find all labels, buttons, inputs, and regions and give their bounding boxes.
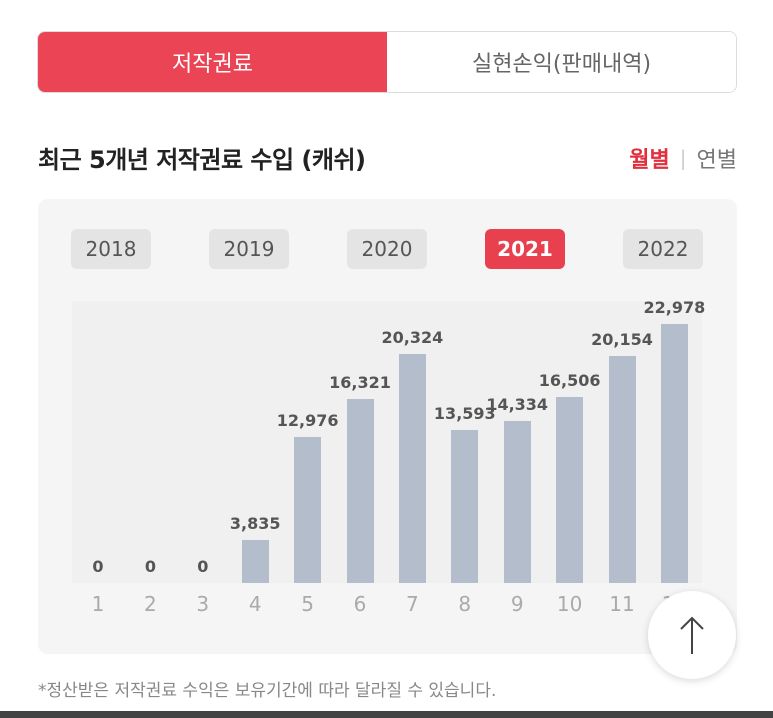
- bar-month-7: [398, 353, 426, 583]
- x-tick-label: 7: [406, 592, 419, 616]
- bar-value-label: 16,321: [329, 372, 391, 392]
- bar-value-label: 0: [92, 557, 104, 576]
- year-button-2018[interactable]: 2018: [71, 229, 151, 269]
- bar-chart-plot: 0 0 0 3,835 12,976 16,321 20,324 13,593 14,334 16…: [72, 298, 705, 583]
- scroll-to-top-button[interactable]: [648, 591, 736, 679]
- toggle-separator: |: [679, 146, 687, 170]
- bar-month-6: [346, 398, 374, 583]
- x-tick-label: 1: [91, 592, 105, 616]
- x-tick-label: 4: [248, 592, 262, 616]
- tab-realized-pnl[interactable]: 실현손익(판매내역): [387, 32, 736, 92]
- bar-value-label: 20,154: [591, 329, 653, 349]
- bar-month-12: [660, 323, 688, 583]
- bar-month-11: [608, 355, 636, 583]
- year-button-2020[interactable]: 2020: [347, 229, 427, 269]
- bar-value-label: 0: [144, 557, 156, 576]
- bar-value-label: 16,506: [538, 370, 601, 390]
- x-tick-label: 5: [301, 592, 314, 616]
- bottom-bar: [0, 711, 773, 718]
- bar-month-8: [451, 429, 479, 583]
- bar-month-5: [294, 436, 322, 583]
- chart-card: 2018 2019 2020 2021 2022 0 0 0 3,835 12,976 1…: [38, 199, 737, 654]
- yearly-toggle[interactable]: 연별: [696, 148, 737, 173]
- arrow-up-icon: [680, 616, 704, 654]
- bar-value-label: 13,593: [433, 403, 496, 423]
- x-tick-label: 10: [556, 592, 583, 616]
- x-tick-label: 9: [510, 592, 524, 616]
- year-button-2022[interactable]: 2022: [623, 229, 703, 269]
- year-button-2019[interactable]: 2019: [209, 229, 289, 269]
- bar-value-label: 20,324: [381, 327, 444, 347]
- bar-month-9: [503, 421, 531, 583]
- footnote: *정산받은 저작권료 수익은 보유기간에 따라 달라질 수 있습니다.: [38, 681, 497, 701]
- bar-value-label: 14,334: [486, 395, 549, 415]
- x-tick-label: 11: [609, 592, 635, 616]
- bar-value-label: 3,835: [229, 513, 281, 533]
- period-toggle: 월별 | 연별: [629, 142, 737, 174]
- bar-value-label: 22,978: [643, 297, 706, 317]
- section-title: 최근 5개년 저작권료 수입 (캐쉬): [38, 146, 366, 174]
- year-button-2021[interactable]: 2021: [485, 229, 565, 269]
- x-tick-label: 8: [458, 592, 472, 616]
- tab-bar: 저작권료 실현손익(판매내역): [37, 31, 737, 93]
- bar-month-10: [556, 396, 584, 583]
- x-tick-label: 6: [353, 592, 367, 616]
- monthly-toggle[interactable]: 월별: [629, 148, 670, 173]
- tab-royalty[interactable]: 저작권료: [38, 32, 387, 92]
- x-tick-label: 3: [196, 592, 210, 616]
- bar-value-label: 0: [197, 557, 209, 576]
- bar-value-label: 12,976: [276, 410, 339, 430]
- bar-month-4: [241, 539, 269, 583]
- x-tick-label: 2: [144, 592, 157, 616]
